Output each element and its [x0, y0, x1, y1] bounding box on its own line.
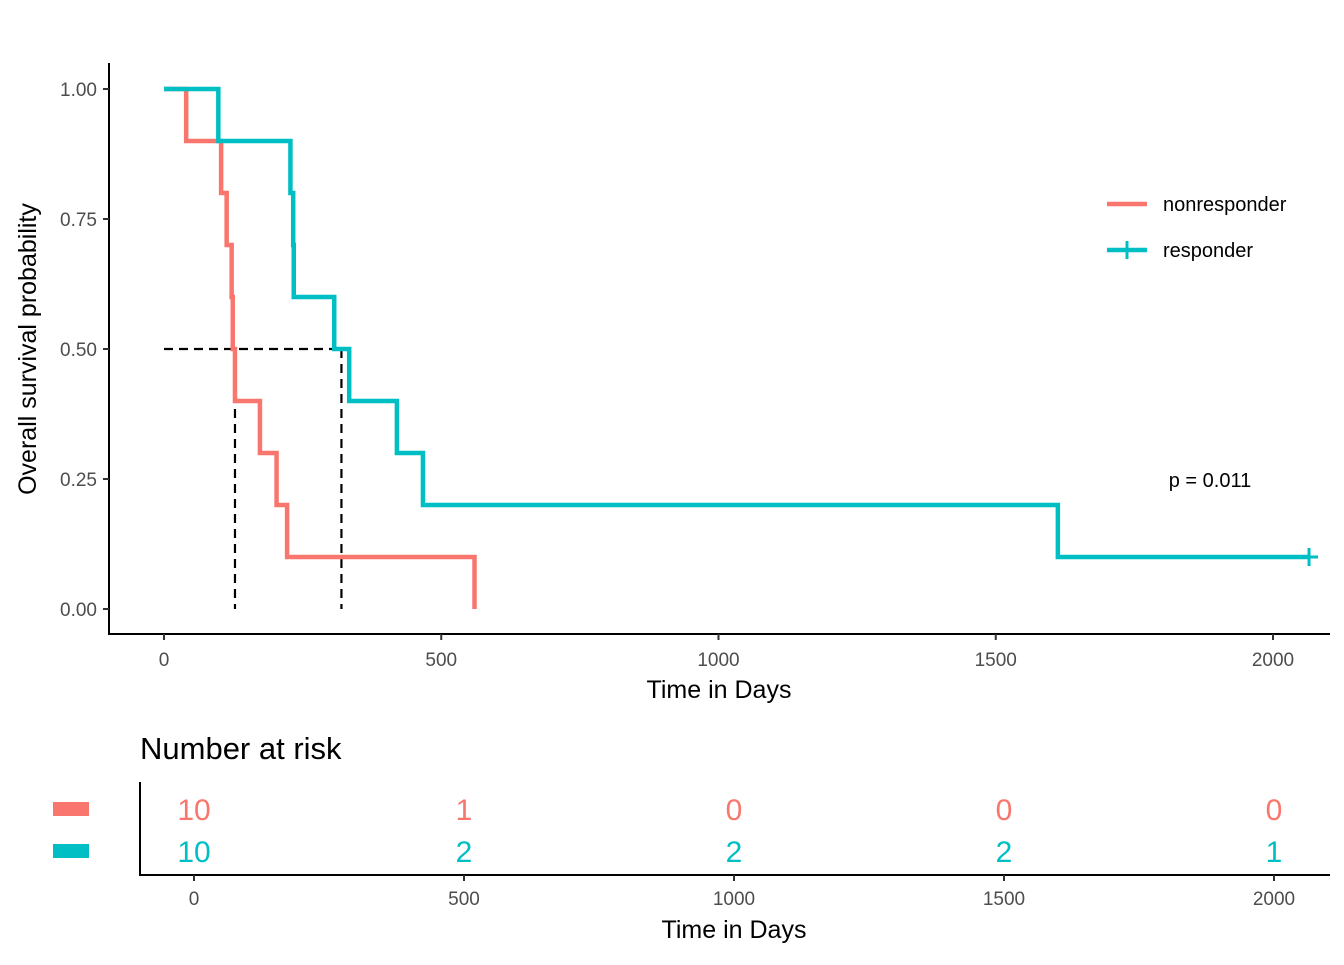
y-axis-title: Overall survival probability	[14, 203, 42, 495]
y-tick-label: 0.50	[60, 340, 97, 361]
risk-value: 2	[456, 836, 473, 869]
risk-x-axis-title: Time in Days	[662, 916, 807, 944]
risk-value: 1	[1266, 836, 1283, 869]
risk-value: 0	[1266, 794, 1283, 827]
risk-x-tick-label: 1000	[713, 889, 755, 910]
y-tick-label: 0.25	[60, 470, 97, 491]
risk-value: 0	[726, 794, 743, 827]
risk-table: Number at risk 10 1 0 0 010 2 2 2 1 0 500 1000 1500…	[53, 731, 1330, 944]
risk-x-tick-label: 0	[189, 889, 200, 910]
survival-curve-nonresponder	[164, 86, 477, 609]
risk-row-key-nonresponder	[53, 802, 89, 816]
x-tick-label: 1500	[975, 650, 1017, 671]
risk-value: 10	[177, 836, 210, 869]
x-tick-label: 2000	[1252, 650, 1294, 671]
risk-table-title: Number at risk	[140, 731, 342, 766]
x-tick-label: 0	[159, 650, 170, 671]
risk-x-tick-label: 2000	[1253, 889, 1295, 910]
y-tick-label: 0.00	[60, 600, 97, 621]
risk-x-tick-label: 1500	[983, 889, 1025, 910]
risk-value: 10	[177, 794, 210, 827]
survival-plot: 0.00 0.25 0.50 0.75 1.00 0 500 1000 1500 2000 Ti…	[14, 63, 1330, 704]
risk-row-key-responder	[53, 844, 89, 858]
x-tick-label: 1000	[697, 650, 739, 671]
y-tick-label: 0.75	[60, 210, 97, 231]
risk-x-tick-label: 500	[448, 889, 480, 910]
legend-label-nonresponder: nonresponder	[1163, 194, 1287, 216]
legend: nonresponder responder	[1107, 194, 1287, 262]
risk-value: 2	[996, 836, 1013, 869]
y-tick-label: 1.00	[60, 80, 97, 101]
p-value-annotation: p = 0.011	[1169, 470, 1251, 492]
x-axis-title: Time in Days	[647, 676, 792, 704]
legend-label-responder: responder	[1163, 240, 1253, 262]
x-tick-label: 500	[425, 650, 457, 671]
risk-value: 2	[726, 836, 743, 869]
risk-value: 0	[996, 794, 1013, 827]
survival-curve-responder	[164, 86, 1310, 560]
risk-value: 1	[456, 794, 473, 827]
